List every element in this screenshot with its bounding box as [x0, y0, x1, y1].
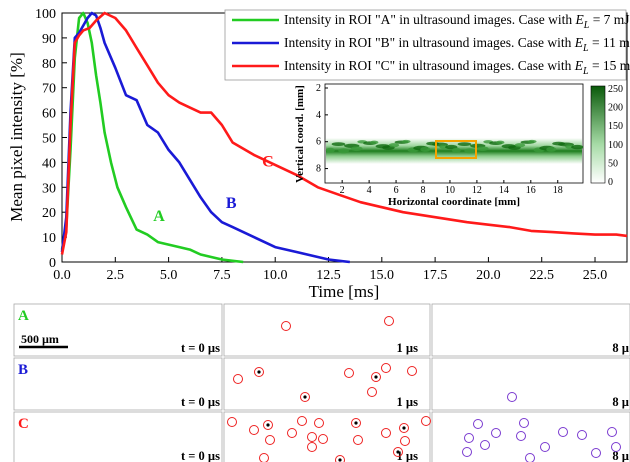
- inset-colorbar: [591, 86, 605, 183]
- bubble-core: [338, 458, 341, 461]
- panel-time-label: t = 0 µs: [181, 449, 220, 462]
- inset-x-tick-label: 14: [499, 185, 509, 196]
- inset-speckle: [515, 143, 525, 147]
- inset-speckle: [420, 147, 430, 152]
- inset-speckle: [389, 143, 399, 147]
- panel-time-label: t = 0 µs: [181, 341, 220, 355]
- inset-y-tick-label: 6: [316, 137, 321, 148]
- bubble-core: [266, 423, 269, 426]
- x-tick-label: 25.0: [583, 268, 608, 283]
- panel-letter-a: A: [18, 308, 29, 324]
- inset-speckle: [464, 148, 475, 153]
- colorbar-tick-label: 0: [608, 177, 613, 188]
- inset-speckle: [351, 146, 363, 151]
- inset-y-tick-label: 4: [316, 110, 321, 121]
- intensity-chart: 0 10 20 30 40 50 60 70 80 90 100 0.0 2.5 5.0 7.5 10.0 1…: [7, 7, 630, 301]
- panel-time-label: 1 µs: [397, 449, 419, 462]
- legend-items: Intensity in ROI "A" in ultrasound image…: [232, 12, 630, 77]
- inset-x-tick-label: 16: [526, 185, 536, 196]
- x-tick-label: 0.0: [53, 268, 71, 283]
- inset-x-tick-label: 12: [472, 185, 482, 196]
- panel-a-frame: [432, 304, 630, 356]
- inset-speckle: [546, 147, 556, 152]
- panel-letter-c: C: [18, 416, 29, 432]
- panel-time-label: 8 µ: [612, 341, 629, 355]
- colorbar-tick-label: 50: [608, 158, 618, 169]
- inset-speckle: [458, 142, 472, 146]
- panel-time-label: 1 µs: [397, 395, 419, 409]
- y-tick-label: 90: [42, 32, 56, 47]
- bubble-core: [374, 375, 377, 378]
- inset-y-tick-label: 8: [316, 164, 321, 175]
- inset-x-label: Horizontal coordinate [mm]: [388, 196, 520, 208]
- inset-x-tick-label: 10: [445, 185, 455, 196]
- panel-b-frame: [432, 358, 630, 410]
- x-tick-label: 10.0: [263, 268, 288, 283]
- panel-time-label: t = 0 µs: [181, 395, 220, 409]
- inset-y-label: Vertical coord. [mm]: [294, 85, 306, 183]
- y-tick-label: 20: [42, 206, 56, 221]
- inset-speckle: [326, 148, 335, 153]
- bubble-core: [257, 370, 260, 373]
- panel-time-label: 8 µ: [612, 395, 629, 409]
- y-axis-label: Mean pixel intensity [%]: [7, 52, 26, 222]
- y-tick-label: 100: [35, 7, 56, 22]
- colorbar-ticks: 250 200 150 100 50 0: [608, 84, 623, 188]
- bubble-core: [396, 450, 399, 453]
- y-tick-label: 80: [42, 57, 56, 72]
- x-tick-label: 12.5: [316, 268, 341, 283]
- series-label-b: B: [226, 195, 237, 212]
- inset-speckle: [370, 141, 378, 144]
- panel-time-label: 1 µs: [397, 341, 419, 355]
- bubble-image-panels: t = 0 µs 1 µs 8 µ At = 0 µs 1 µs 8 µ Bt = 0 µs…: [14, 304, 630, 462]
- y-tick-label: 60: [42, 107, 56, 122]
- inset-speckle: [452, 148, 461, 153]
- y-tick-label: 70: [42, 82, 56, 97]
- inset-ultrasound: 2 4 6 8 10 12 14 16 18 2 4 6 8 Horizontal coordinat…: [294, 83, 623, 208]
- series-label-c: C: [262, 153, 274, 170]
- inset-x-tick-label: 4: [367, 185, 372, 196]
- legend: Intensity in ROI "A" in ultrasound image…: [225, 10, 630, 80]
- inset-x-tick-label: 8: [421, 185, 426, 196]
- x-tick-label: 15.0: [370, 268, 395, 283]
- colorbar-tick-label: 100: [608, 140, 623, 151]
- bubble-core: [354, 421, 357, 424]
- inset-speckle: [332, 142, 346, 146]
- inset-speckle: [496, 141, 504, 144]
- colorbar-tick-label: 200: [608, 103, 623, 114]
- x-tick-label: 7.5: [213, 268, 231, 283]
- inset-speckle: [401, 140, 410, 143]
- y-tick-label: 40: [42, 156, 56, 171]
- colorbar-tick-label: 150: [608, 121, 623, 132]
- panel-letter-b: B: [18, 362, 28, 378]
- x-axis-label: Time [ms]: [309, 282, 380, 301]
- inset-x-tick-label: 2: [340, 185, 345, 196]
- colorbar-tick-label: 250: [608, 84, 623, 95]
- x-tick-label: 2.5: [107, 268, 125, 283]
- x-tick-label: 22.5: [529, 268, 554, 283]
- y-tick-label: 10: [42, 231, 56, 246]
- inset-image: [325, 84, 583, 183]
- y-tick-label: 50: [42, 132, 56, 147]
- inset-speckle: [477, 146, 489, 151]
- panel-rows: t = 0 µs 1 µs 8 µ At = 0 µs 1 µs 8 µ Bt = 0 µs…: [14, 304, 630, 462]
- series-label-a: A: [153, 208, 165, 225]
- inset-speckle: [338, 148, 349, 153]
- inset-x-tick-label: 6: [394, 185, 399, 196]
- inset-speckle: [571, 145, 583, 149]
- inset-x-tick-label: 18: [553, 185, 563, 196]
- y-tick-label: 30: [42, 181, 56, 196]
- inset-y-tick-label: 2: [316, 83, 321, 94]
- x-tick-label: 17.5: [423, 268, 448, 283]
- bubble-core: [303, 395, 306, 398]
- bubble-core: [402, 426, 405, 429]
- x-tick-label: 5.0: [160, 268, 178, 283]
- x-tick-label: 20.0: [476, 268, 501, 283]
- scale-bar-label: 500 µm: [21, 332, 59, 346]
- inset-speckle: [527, 140, 536, 143]
